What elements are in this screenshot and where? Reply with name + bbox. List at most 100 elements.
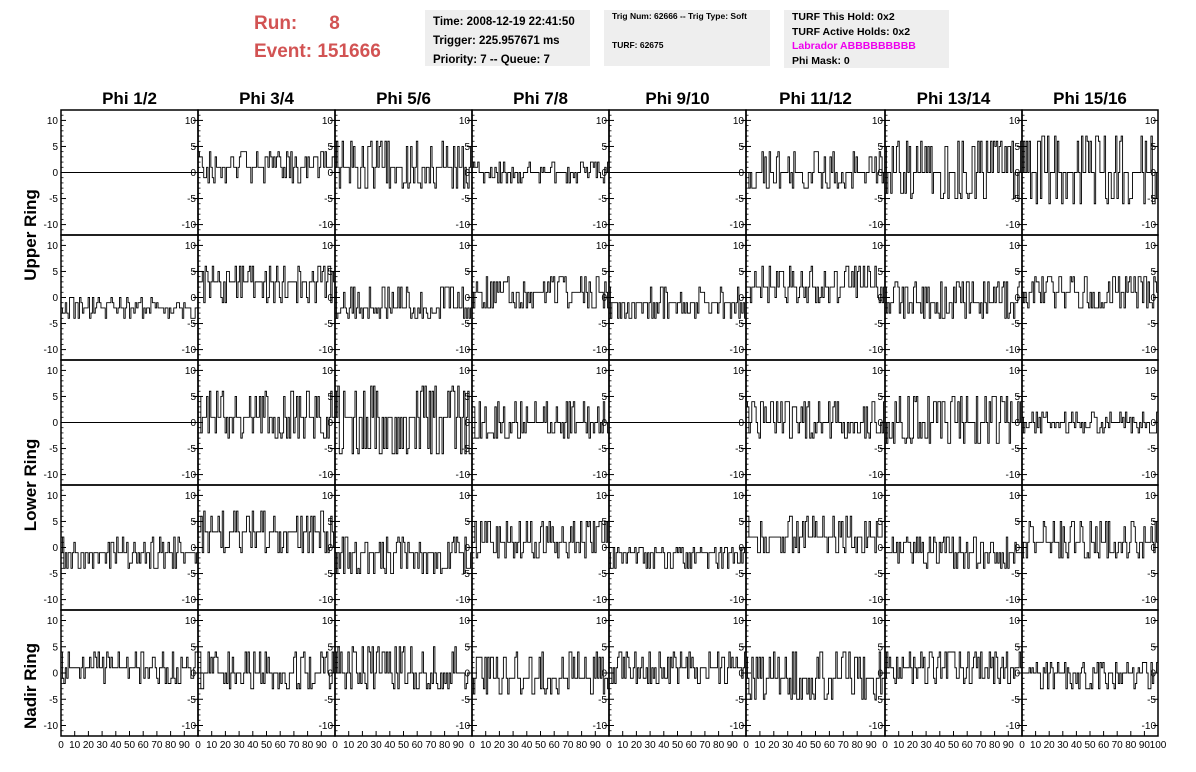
y-tick-label: -5	[324, 444, 333, 455]
y-tick-label: -5	[874, 194, 883, 205]
y-tick-label: -5	[598, 569, 607, 580]
y-tick-label: 5	[190, 142, 196, 153]
x-tick-label: 0	[332, 740, 338, 751]
waveform-trace	[198, 265, 335, 304]
turf-this-hold-text: TURF This Hold: 0x2	[792, 11, 895, 23]
y-tick-label: -5	[1011, 194, 1020, 205]
run-row: Run: 8	[254, 10, 381, 38]
y-tick-label: -5	[49, 569, 58, 580]
x-tick-label: 40	[658, 740, 670, 751]
column-title: Phi 7/8	[513, 89, 568, 108]
y-tick-label: 0	[464, 293, 470, 304]
x-tick-label: 70	[975, 740, 987, 751]
y-tick-label: 10	[872, 616, 884, 627]
x-tick-label: 30	[921, 740, 933, 751]
waveform-trace	[746, 151, 886, 189]
y-tick-label: 0	[52, 418, 58, 429]
y-tick-label: 0	[327, 543, 333, 554]
y-tick-label: 10	[596, 241, 608, 252]
waveform-trace	[335, 140, 473, 189]
y-tick-label: -5	[735, 444, 744, 455]
y-tick-label: -5	[187, 319, 196, 330]
y-tick-label: -5	[598, 194, 607, 205]
waveform-trace	[1022, 662, 1159, 690]
y-tick-label: 5	[52, 517, 58, 528]
y-tick-label: 10	[47, 116, 59, 127]
event-label: Event:	[254, 41, 313, 62]
y-tick-label: 10	[47, 616, 59, 627]
y-tick-label: -5	[874, 319, 883, 330]
turf-active-holds-text: TURF Active Holds: 0x2	[792, 25, 911, 38]
y-tick-label: -5	[598, 444, 607, 455]
y-tick-label: -5	[1011, 569, 1020, 580]
y-tick-label: 10	[322, 116, 334, 127]
y-tick-label: 0	[464, 168, 470, 179]
y-tick-label: 0	[877, 543, 883, 554]
y-tick-label: 10	[459, 241, 471, 252]
y-tick-label: -10	[456, 220, 471, 231]
x-tick-label: 50	[398, 740, 410, 751]
panel-frame	[334, 234, 473, 361]
x-tick-label: 80	[989, 740, 1001, 751]
y-tick-label: 10	[596, 616, 608, 627]
x-tick-label: 60	[686, 740, 698, 751]
y-tick-label: 5	[52, 392, 58, 403]
y-tick-label: -5	[1011, 695, 1020, 706]
y-tick-label: 10	[596, 116, 608, 127]
x-tick-label: 90	[179, 740, 191, 751]
x-tick-label: 70	[151, 740, 163, 751]
y-tick-label: 10	[459, 491, 471, 502]
y-tick-label: -10	[44, 595, 59, 606]
x-tick-label: 70	[838, 740, 850, 751]
y-tick-label: -10	[1006, 470, 1021, 481]
panel-frame	[334, 609, 473, 737]
waveform-trace	[746, 265, 886, 304]
x-tick-label: 60	[824, 740, 836, 751]
y-tick-label: -5	[735, 695, 744, 706]
x-tick-label: 0	[195, 740, 201, 751]
waveform-trace	[1022, 135, 1159, 205]
x-tick-label: 40	[1071, 740, 1083, 751]
y-tick-label: -5	[1147, 569, 1156, 580]
priority-text: Priority: 7 -- Queue: 7	[433, 54, 550, 66]
y-tick-label: 5	[877, 392, 883, 403]
event-row: Event: 151666	[254, 38, 381, 66]
panel-frame	[334, 484, 473, 611]
y-tick-label: 0	[52, 168, 58, 179]
y-tick-label: 10	[872, 366, 884, 377]
y-tick-label: -5	[49, 444, 58, 455]
y-tick-label: -10	[182, 470, 197, 481]
y-tick-label: -10	[730, 470, 745, 481]
x-tick-label: 60	[962, 740, 974, 751]
y-tick-label: 10	[459, 116, 471, 127]
column-title: Phi 5/6	[376, 89, 431, 108]
y-tick-label: -10	[593, 345, 608, 356]
y-tick-label: 0	[464, 418, 470, 429]
y-tick-label: 10	[596, 491, 608, 502]
y-tick-label: -10	[456, 721, 471, 732]
y-tick-label: 10	[596, 366, 608, 377]
y-tick-label: 0	[601, 669, 607, 680]
waveform-trace	[885, 140, 1023, 199]
y-tick-label: 5	[190, 517, 196, 528]
x-tick-label: 0	[743, 740, 749, 751]
trig-num-text: Trig Num: 62666 -- Trig Type: Soft	[612, 11, 747, 21]
y-tick-label: 10	[459, 366, 471, 377]
y-tick-label: 0	[1150, 168, 1156, 179]
y-tick-label: -10	[1006, 220, 1021, 231]
x-tick-label: 10	[754, 740, 766, 751]
y-tick-label: -10	[1006, 595, 1021, 606]
x-tick-label: 10	[69, 740, 81, 751]
x-tick-label: 90	[453, 740, 465, 751]
y-tick-label: 5	[327, 142, 333, 153]
y-tick-label: 0	[1150, 418, 1156, 429]
y-tick-label: -5	[187, 695, 196, 706]
y-tick-label: 10	[872, 491, 884, 502]
y-tick-label: 0	[738, 168, 744, 179]
x-tick-label: 40	[796, 740, 808, 751]
x-tick-label: 30	[234, 740, 246, 751]
y-tick-label: 10	[185, 366, 197, 377]
x-tick-label: 70	[562, 740, 574, 751]
y-tick-label: 5	[464, 142, 470, 153]
x-tick-label: 30	[645, 740, 657, 751]
